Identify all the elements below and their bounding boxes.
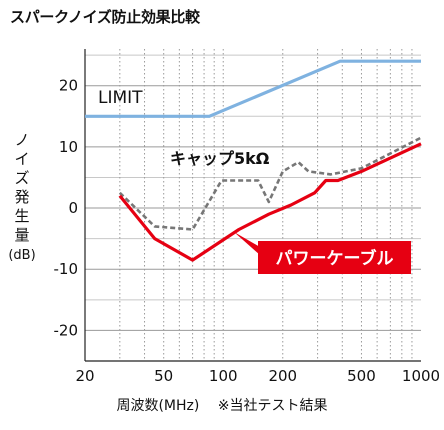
y-tick-label: -20 [54,321,79,339]
x-tick-label: 1000 [402,367,440,385]
y-tick-label: 20 [59,77,78,95]
series-line-0 [85,59,421,118]
y-axis-label-char: イ [14,150,30,168]
x-tick-label: 20 [75,367,94,385]
callout-box [258,241,411,274]
series-label-cap: キャップ5kΩ [170,149,270,168]
y-axis-label-char: ノ [14,131,30,149]
grid-lines [85,49,421,362]
x-axis-label-text: 周波数(MHz) [116,398,200,414]
callout-pointer [234,232,260,255]
x-tick-label: 100 [209,367,238,385]
series-labels: LIMIT キャップ5kΩ パワーケーブル [98,88,411,274]
y-tick-label: 0 [68,199,78,217]
y-axis-label-text: ノイズ発生量 [3,131,41,245]
y-axis-label-char: ズ [14,169,30,187]
series-label-power-cable: パワーケーブル [276,248,394,269]
y-axis-label-char: 生 [14,207,30,225]
x-tick-label: 500 [347,367,376,385]
x-tick-label: 200 [268,367,297,385]
series-line-1 [118,136,422,231]
y-axis-unit: (dB) [8,248,36,263]
series-line-2 [118,142,422,262]
y-axis-label-char: 発 [14,188,30,206]
y-axis-label: ノイズ発生量 (dB) [3,131,41,265]
y-tick-label: -10 [54,260,79,278]
axes [84,49,421,362]
test-result-note: ※当社テスト結果 [217,398,328,414]
x-axis-label: 周波数(MHz) ※当社テスト結果 [0,395,444,415]
series-lines [85,59,422,262]
y-tick-label: 10 [59,138,78,156]
chart-title: スパークノイズ防止効果比較 [10,8,200,26]
x-tick-label: 50 [154,367,173,385]
y-axis-label-char: 量 [14,226,30,244]
series-label-limit: LIMIT [98,88,143,108]
